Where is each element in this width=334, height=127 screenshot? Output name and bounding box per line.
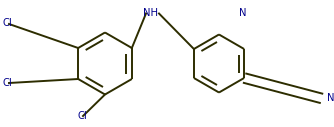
Text: Cl: Cl — [3, 19, 12, 28]
Text: N: N — [239, 8, 247, 18]
Text: NH: NH — [144, 8, 158, 18]
Text: Cl: Cl — [78, 111, 88, 121]
Text: N: N — [327, 93, 334, 103]
Text: Cl: Cl — [3, 78, 12, 88]
